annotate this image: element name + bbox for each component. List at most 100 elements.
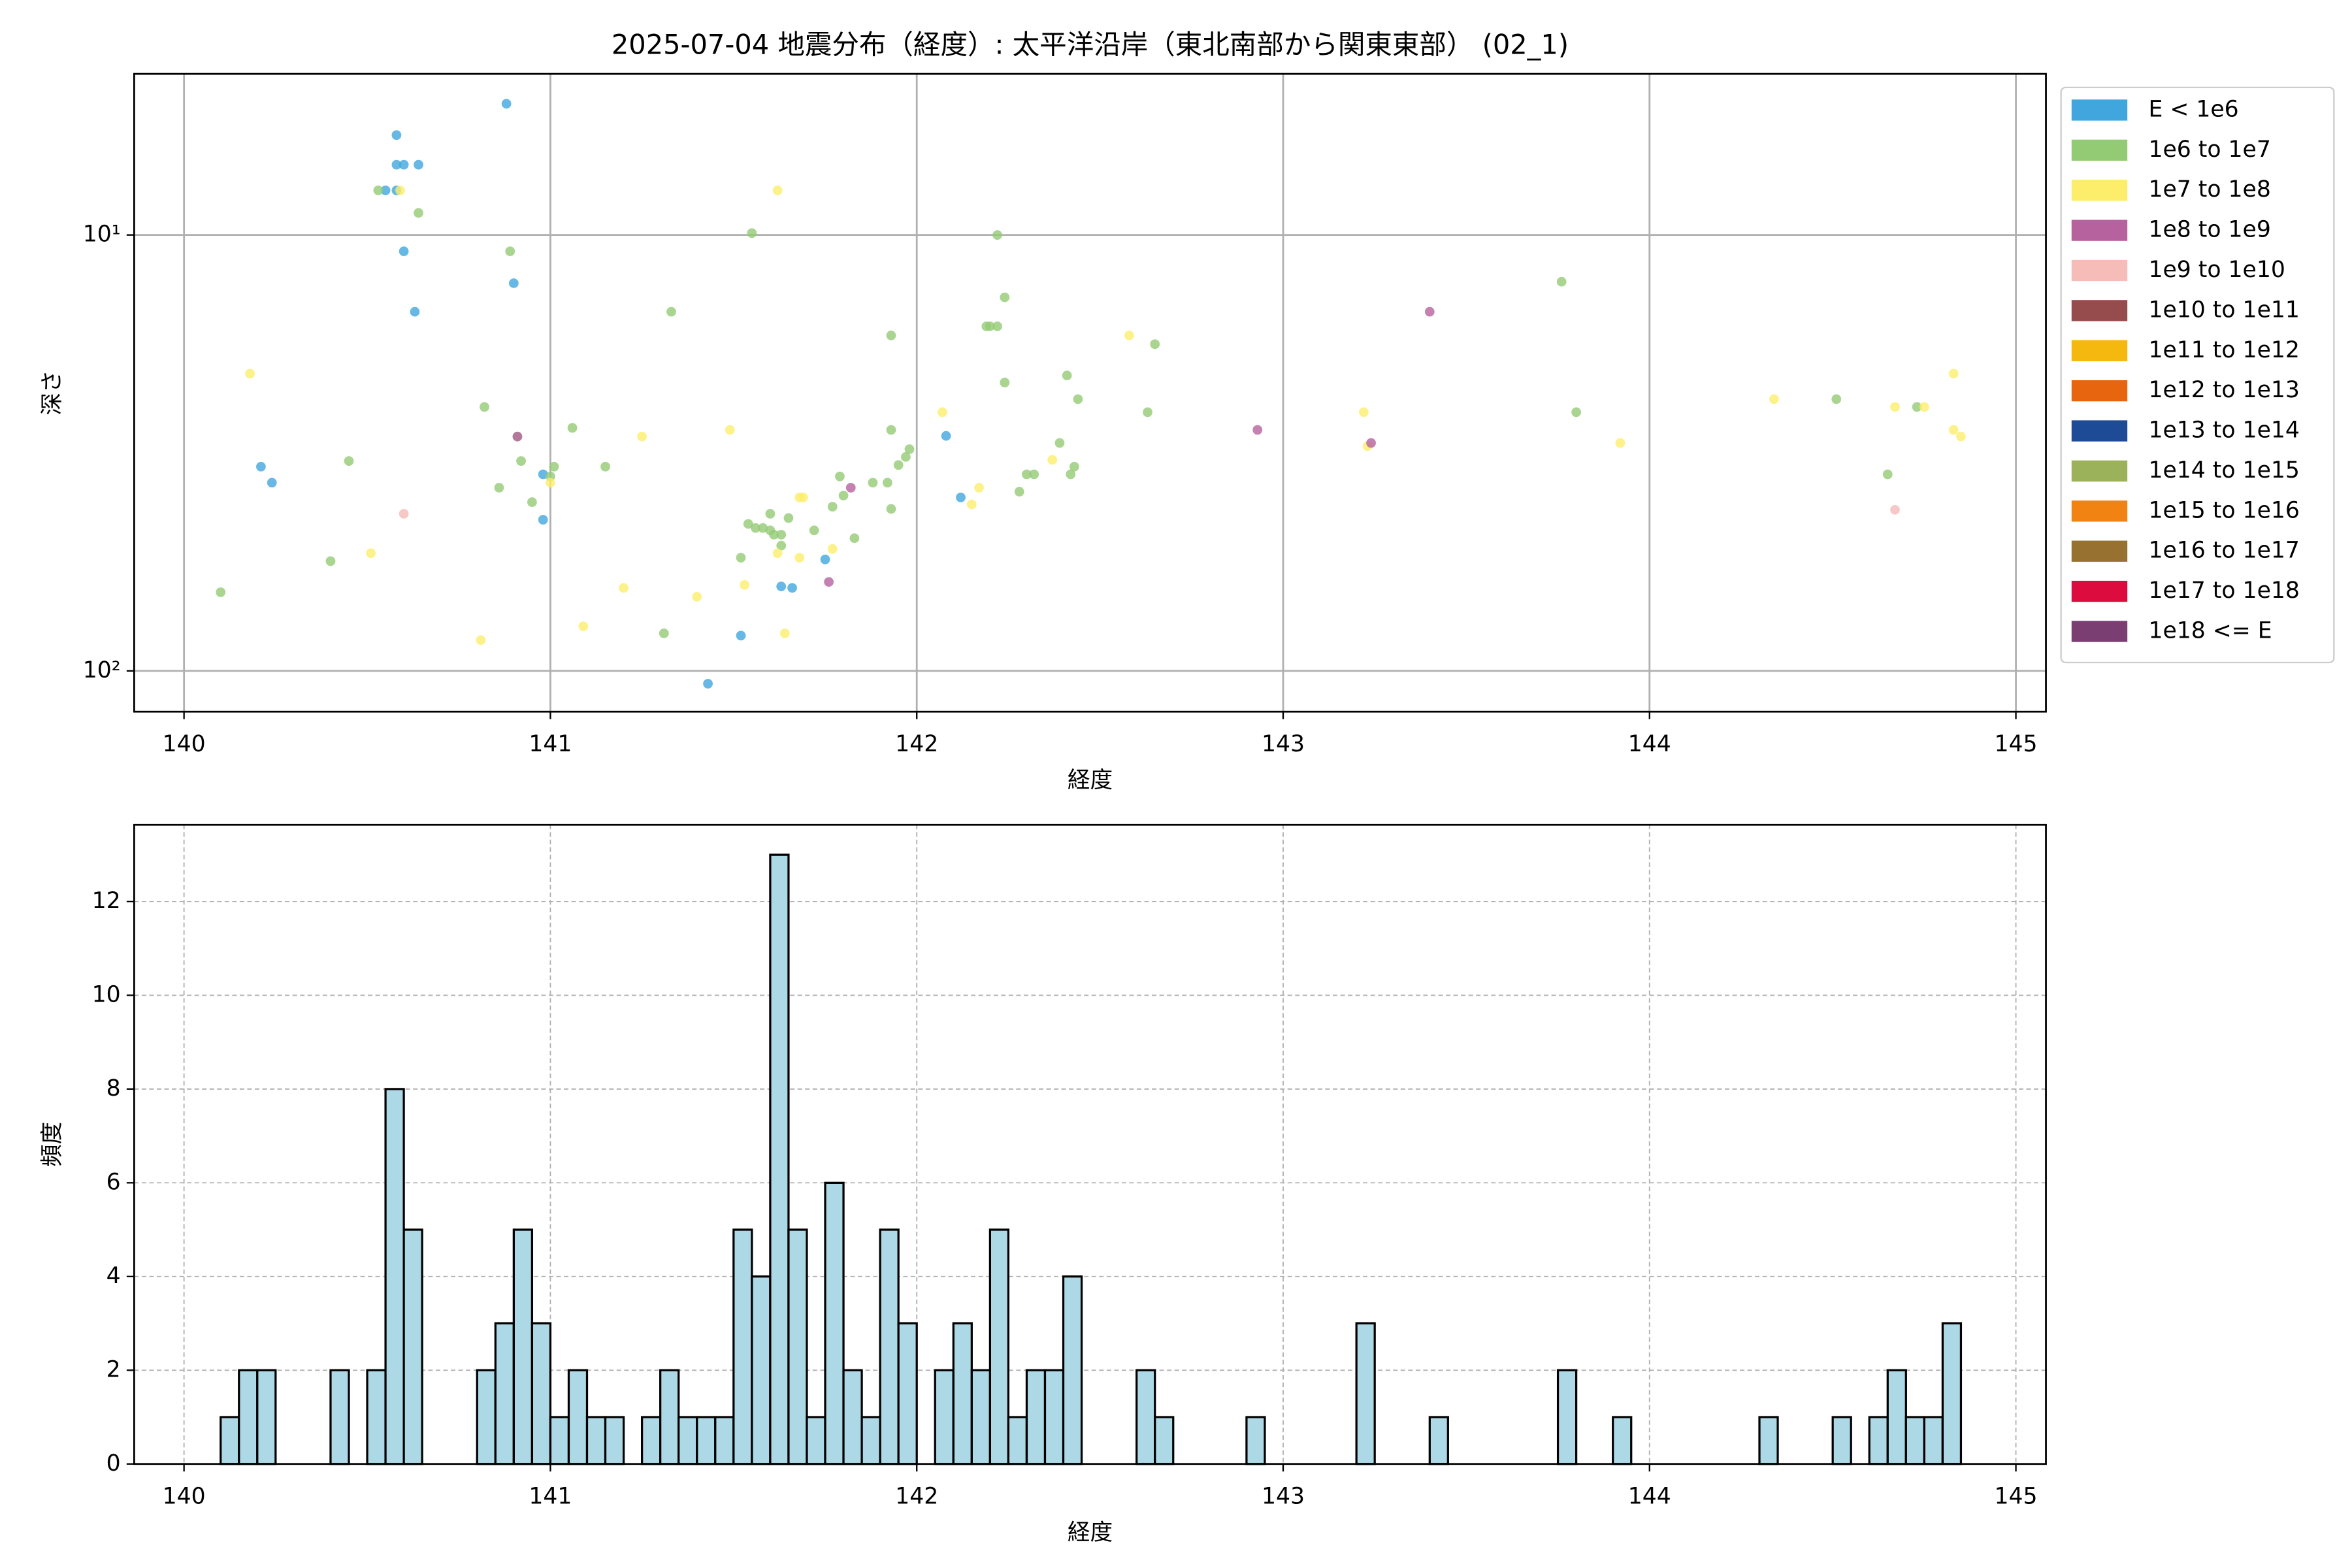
data-point xyxy=(886,331,896,340)
legend-label: 1e6 to 1e7 xyxy=(2148,137,2270,163)
histogram-bar xyxy=(1025,1369,1047,1465)
data-point xyxy=(1062,370,1072,381)
histogram-bar xyxy=(1007,1416,1028,1465)
histogram-bar xyxy=(1758,1416,1779,1465)
data-point xyxy=(904,444,915,454)
legend-label: E < 1e6 xyxy=(2148,96,2238,122)
data-point xyxy=(344,456,354,466)
legend-swatch xyxy=(2071,380,2128,402)
data-point xyxy=(549,461,559,472)
data-point xyxy=(380,185,391,195)
x-tick-label: 141 xyxy=(529,1484,572,1510)
y-tick-label: 10 xyxy=(92,981,121,1007)
plot-frame xyxy=(133,73,2047,713)
data-point xyxy=(395,185,405,195)
data-point xyxy=(736,553,746,563)
data-point xyxy=(779,629,790,638)
histogram-bar xyxy=(1886,1369,1907,1465)
data-point xyxy=(637,431,647,442)
histogram-bar xyxy=(531,1322,552,1465)
histogram-bar xyxy=(1355,1322,1376,1465)
data-point xyxy=(886,425,896,435)
x-tick-label: 144 xyxy=(1628,1484,1671,1510)
data-point xyxy=(1252,425,1263,435)
data-point xyxy=(849,533,860,544)
legend-swatch xyxy=(2071,420,2128,442)
data-point xyxy=(1054,438,1065,448)
histogram-bar xyxy=(512,1228,534,1465)
data-point xyxy=(391,159,402,170)
data-point xyxy=(373,185,384,195)
histogram-bar xyxy=(549,1416,570,1465)
x-tick-label: 140 xyxy=(163,731,206,757)
histogram-bar xyxy=(751,1275,772,1465)
legend-swatch xyxy=(2071,340,2128,361)
data-point xyxy=(325,556,336,566)
histogram-bar xyxy=(806,1416,826,1465)
x-tick-label: 142 xyxy=(895,731,938,757)
data-point xyxy=(736,630,746,641)
data-point xyxy=(692,592,702,602)
data-point xyxy=(1000,378,1010,387)
x-tick-label: 143 xyxy=(1262,1484,1305,1510)
data-point xyxy=(567,423,578,433)
data-point xyxy=(501,99,512,109)
histogram-bar xyxy=(879,1228,900,1465)
histogram-bar xyxy=(329,1369,350,1465)
x-tick-label: 143 xyxy=(1262,731,1305,757)
data-point xyxy=(776,530,787,540)
data-point xyxy=(1890,504,1900,515)
data-point xyxy=(1047,455,1058,465)
histogram-bar xyxy=(1612,1416,1633,1465)
data-point xyxy=(516,456,526,466)
histogram-bar xyxy=(1062,1275,1083,1465)
histogram-bar xyxy=(604,1416,625,1465)
x-axis-label: 経度 xyxy=(1068,767,1113,793)
histogram-bar xyxy=(1941,1322,1963,1465)
data-point xyxy=(824,577,834,587)
histogram-bar xyxy=(970,1369,991,1465)
histogram-bar xyxy=(494,1322,515,1465)
legend-label: 1e16 to 1e17 xyxy=(2148,538,2299,564)
data-point xyxy=(747,228,757,238)
data-point xyxy=(941,431,951,441)
histogram-bar xyxy=(714,1416,735,1465)
legend-swatch xyxy=(2071,500,2128,522)
data-point xyxy=(765,508,776,519)
histogram-bar xyxy=(238,1369,259,1465)
data-point xyxy=(666,306,676,317)
y-tick-label: 10¹ xyxy=(83,221,121,248)
data-point xyxy=(578,621,589,631)
legend-label: 1e9 to 1e10 xyxy=(2148,257,2285,283)
data-point xyxy=(1366,438,1376,448)
plot-frame xyxy=(133,823,2047,1465)
histogram-bar xyxy=(988,1228,1010,1465)
data-point xyxy=(1000,292,1010,302)
data-point xyxy=(838,491,849,500)
legend-swatch xyxy=(2071,99,2128,121)
histogram-bar xyxy=(1245,1416,1266,1465)
histogram-bar xyxy=(1868,1416,1889,1465)
x-tick-label: 141 xyxy=(529,731,572,757)
data-point xyxy=(527,497,537,507)
data-point xyxy=(769,530,779,540)
histogram-bar xyxy=(402,1228,423,1465)
legend-box xyxy=(2060,86,2335,664)
histogram-bar xyxy=(1556,1369,1578,1465)
histogram-bar xyxy=(1154,1416,1175,1465)
data-point xyxy=(414,159,423,170)
data-point xyxy=(508,278,519,288)
data-point xyxy=(1769,394,1779,404)
histogram-bar xyxy=(659,1369,680,1465)
legend-label: 1e17 to 1e18 xyxy=(2148,578,2299,604)
data-point xyxy=(758,523,768,533)
data-point xyxy=(783,513,794,523)
data-point xyxy=(1143,407,1152,417)
histogram-bar xyxy=(952,1322,973,1465)
data-point xyxy=(1948,425,1959,435)
x-tick-label: 142 xyxy=(895,1484,938,1510)
histogram-bar xyxy=(1135,1369,1156,1465)
histogram-bar xyxy=(1904,1416,1925,1465)
chart-title: 2025-07-04 地震分布（経度）: 太平洋沿岸（東北南部から関東東部） (… xyxy=(612,29,1569,61)
histogram-bar xyxy=(366,1369,387,1465)
